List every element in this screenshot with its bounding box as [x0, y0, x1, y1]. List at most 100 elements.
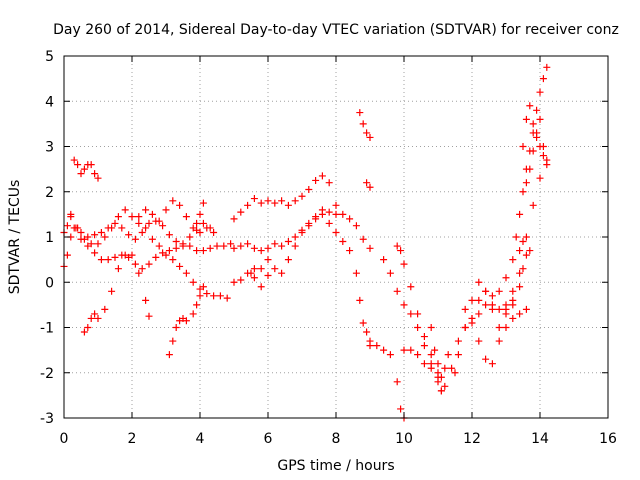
- data-point: [516, 210, 524, 218]
- data-point: [366, 133, 374, 141]
- data-point: [237, 276, 245, 284]
- data-point: [509, 287, 517, 295]
- data-point: [420, 342, 428, 350]
- data-series: [451, 174, 544, 377]
- x-tick-label: 14: [531, 431, 549, 447]
- data-point: [176, 201, 184, 209]
- data-point: [172, 238, 180, 246]
- data-point: [257, 265, 265, 273]
- data-point: [509, 256, 517, 264]
- data-point: [131, 260, 139, 268]
- data-point: [162, 251, 170, 259]
- data-series: [522, 115, 551, 187]
- data-point: [312, 176, 320, 184]
- data-point: [257, 283, 265, 291]
- data-point: [441, 364, 449, 372]
- data-point: [74, 161, 82, 169]
- data-point: [227, 240, 235, 248]
- data-point: [420, 333, 428, 341]
- data-point: [516, 283, 524, 291]
- y-tick-label: 4: [45, 94, 54, 110]
- data-point: [169, 337, 177, 345]
- data-point: [91, 249, 99, 257]
- data-point: [278, 269, 286, 277]
- data-point: [325, 179, 333, 187]
- data-point: [193, 247, 201, 255]
- data-point: [196, 292, 204, 300]
- data-point: [91, 170, 99, 178]
- data-point: [448, 364, 456, 372]
- data-point: [352, 269, 360, 277]
- data-point: [111, 253, 119, 261]
- data-point: [77, 228, 85, 236]
- data-point: [522, 115, 530, 123]
- data-point: [451, 369, 459, 377]
- data-point: [366, 183, 374, 191]
- data-point: [543, 63, 551, 71]
- data-point: [87, 240, 95, 248]
- data-point: [519, 238, 527, 246]
- data-point: [502, 274, 510, 282]
- data-point: [186, 233, 194, 241]
- data-point: [284, 256, 292, 264]
- data-point: [325, 219, 333, 227]
- data-point: [210, 292, 218, 300]
- data-point: [400, 346, 408, 354]
- data-point: [468, 319, 476, 327]
- data-point: [172, 324, 180, 331]
- data-point: [142, 206, 150, 214]
- data-point: [189, 278, 197, 286]
- data-point: [386, 351, 394, 359]
- data-point: [108, 287, 116, 295]
- data-point: [318, 206, 326, 214]
- data-series: [70, 156, 102, 182]
- data-point: [512, 233, 520, 241]
- data-point: [380, 346, 388, 354]
- data-point: [346, 215, 354, 223]
- data-point: [366, 244, 374, 252]
- data-point: [475, 278, 483, 286]
- data-point: [223, 294, 231, 302]
- data-point: [346, 247, 354, 255]
- data-point: [271, 199, 279, 207]
- data-point: [271, 240, 279, 248]
- data-point: [169, 256, 177, 264]
- data-point: [363, 328, 371, 336]
- data-point: [495, 287, 503, 295]
- data-point: [407, 283, 415, 291]
- data-point: [271, 265, 279, 273]
- data-series: [356, 109, 374, 141]
- data-point: [495, 324, 503, 331]
- data-point: [359, 319, 367, 327]
- data-point: [94, 314, 102, 322]
- data-point: [536, 88, 544, 96]
- data-point: [87, 161, 95, 169]
- data-point: [162, 206, 170, 214]
- x-tick-label: 8: [332, 431, 341, 447]
- data-point: [325, 208, 333, 216]
- data-point: [250, 244, 258, 252]
- data-point: [332, 201, 340, 209]
- data-point: [142, 224, 150, 232]
- data-point: [454, 337, 462, 345]
- chart-title: Day 260 of 2014, Sidereal Day-to-day VTE…: [53, 22, 619, 38]
- data-marks: [60, 63, 551, 422]
- data-point: [121, 206, 129, 214]
- data-point: [250, 265, 258, 273]
- data-point: [186, 242, 194, 250]
- data-point: [91, 310, 99, 318]
- data-point: [475, 310, 483, 318]
- data-point: [332, 210, 340, 218]
- data-point: [284, 238, 292, 246]
- data-series: [230, 206, 374, 291]
- data-point: [189, 310, 197, 318]
- data-series: [60, 213, 214, 273]
- axis-ticks: [63, 55, 609, 419]
- data-point: [526, 102, 534, 110]
- data-series: [165, 283, 207, 359]
- data-point: [509, 314, 517, 322]
- data-point: [400, 301, 408, 309]
- data-point: [182, 317, 190, 325]
- data-point: [148, 235, 156, 243]
- data-point: [169, 197, 177, 205]
